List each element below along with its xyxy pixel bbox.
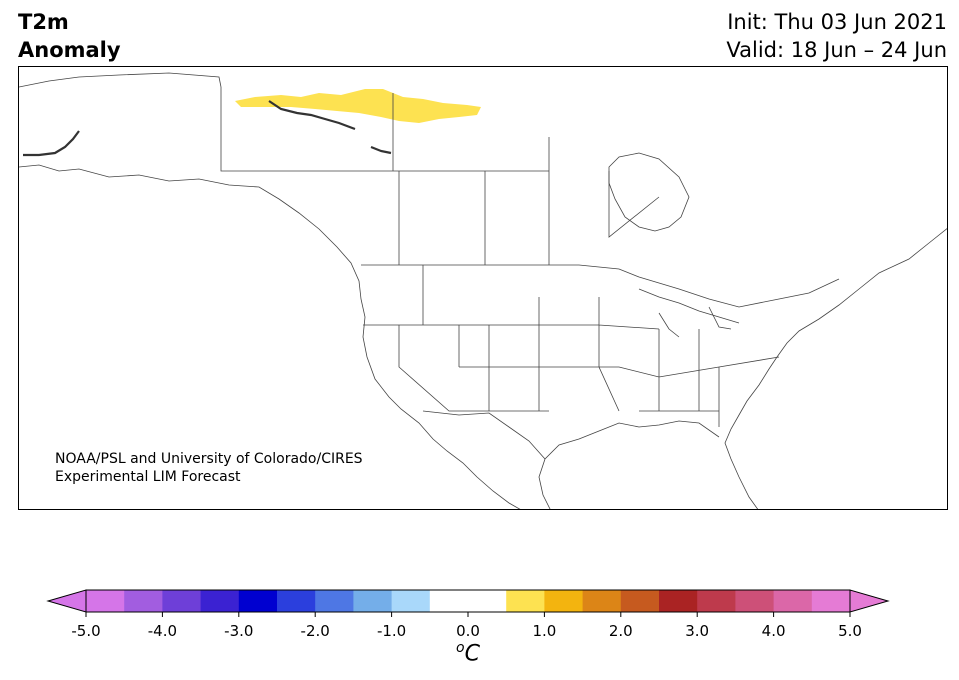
colorbar-segment	[315, 590, 354, 612]
colorbar-tick-label: -1.0	[376, 622, 407, 640]
alaska-coast	[19, 72, 362, 300]
colorbar-tick-label: 4.0	[761, 622, 786, 640]
map-panel	[18, 66, 948, 510]
us-states	[363, 265, 780, 427]
units-degree: o	[456, 640, 465, 656]
colorbar-tick-label: -2.0	[300, 622, 330, 640]
colorbar-segment	[811, 590, 851, 612]
units-letter: C	[464, 641, 480, 667]
colorbar-segment	[773, 590, 813, 612]
colorbar-segment	[659, 590, 698, 612]
great-lakes	[638, 288, 740, 338]
credit-line-2: Experimental LIM Forecast	[55, 469, 241, 485]
colorbar-tick-label: 3.0	[685, 622, 710, 640]
title-variable-subtitle: Anomaly	[18, 38, 121, 62]
colorbar-tick-label: -4.0	[147, 622, 178, 640]
forecast-dates: Init: Thu 03 Jun 2021 Valid: 18 Jun – 24…	[726, 8, 947, 64]
colorbar-segment	[620, 590, 660, 612]
init-date: Init: Thu 03 Jun 2021	[727, 10, 947, 34]
colorbar-units: oC	[456, 640, 480, 666]
map-boundaries	[19, 72, 947, 509]
colorbar-under-arrow	[46, 589, 87, 613]
colorbar-segment	[544, 590, 584, 612]
colorbar-tick-label: 5.0	[838, 622, 862, 640]
colorbar	[46, 589, 890, 617]
colorbar-segment	[391, 590, 431, 612]
northern-rivers	[23, 100, 392, 157]
colorbar-over-arrow	[849, 589, 890, 613]
colorbar-segment	[277, 590, 316, 612]
colorbar-segment	[506, 590, 545, 612]
colorbar-segment	[697, 590, 736, 612]
mexico-border	[422, 410, 546, 460]
east-coast	[724, 228, 947, 509]
us-canada-border	[361, 264, 840, 308]
colorbar-segment	[429, 590, 469, 612]
gulf-coast	[538, 420, 720, 509]
colorbar-segment	[353, 590, 393, 612]
colorbar-segment	[735, 590, 775, 612]
colorbar-segment	[124, 590, 163, 612]
colorbar-tick-label: 2.0	[608, 622, 633, 640]
west-coast	[360, 298, 521, 509]
northern-inlet	[370, 145, 392, 155]
map-canvas	[19, 72, 947, 509]
map-title: T2m Anomaly	[18, 8, 121, 64]
hudson-bay	[608, 152, 690, 232]
credit-line-1: NOAA/PSL and University of Colorado/CIRE…	[55, 451, 363, 467]
colorbar-segment	[238, 590, 278, 612]
valid-date: Valid: 18 Jun – 24 Jun	[726, 38, 947, 62]
title-variable: T2m	[18, 10, 69, 34]
credit-text: NOAA/PSL and University of Colorado/CIRE…	[55, 450, 363, 486]
colorbar-tick-label: -3.0	[224, 622, 254, 640]
colorbar-tick-label: 1.0	[532, 622, 557, 640]
northern-canada-warm-anomaly	[235, 89, 481, 123]
canada-provinces	[220, 87, 660, 265]
mackenzie-river	[268, 100, 356, 131]
colorbar-segment	[582, 590, 622, 612]
colorbar-segment	[162, 590, 202, 612]
yukon-river	[23, 130, 80, 157]
colorbar-segment	[468, 590, 507, 612]
colorbar-segment	[200, 590, 240, 612]
colorbar-segment	[86, 590, 125, 612]
colorbar-tick-label: 0.0	[456, 622, 480, 640]
colorbar-tick-label: -5.0	[71, 622, 101, 640]
